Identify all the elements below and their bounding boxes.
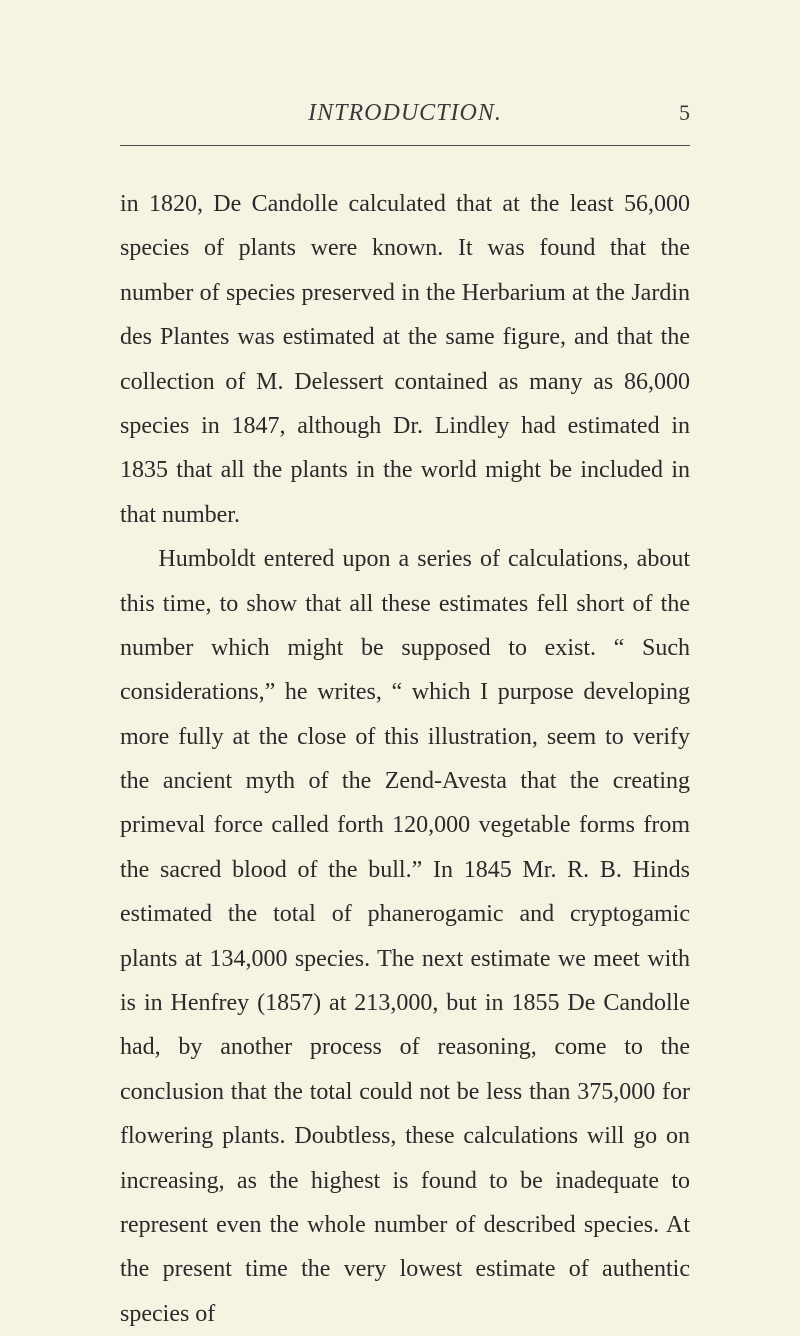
paragraph-1: in 1820, De Candolle calculated that at …	[120, 182, 690, 537]
running-head: INTRODUCTION.	[150, 100, 660, 127]
header-divider	[120, 145, 690, 146]
page-header: INTRODUCTION. 5	[120, 100, 690, 127]
paragraph-2: Humboldt entered upon a series of calcul…	[120, 537, 690, 1336]
body-text-container: in 1820, De Candolle calculated that at …	[120, 182, 690, 1336]
page-number: 5	[660, 100, 690, 126]
